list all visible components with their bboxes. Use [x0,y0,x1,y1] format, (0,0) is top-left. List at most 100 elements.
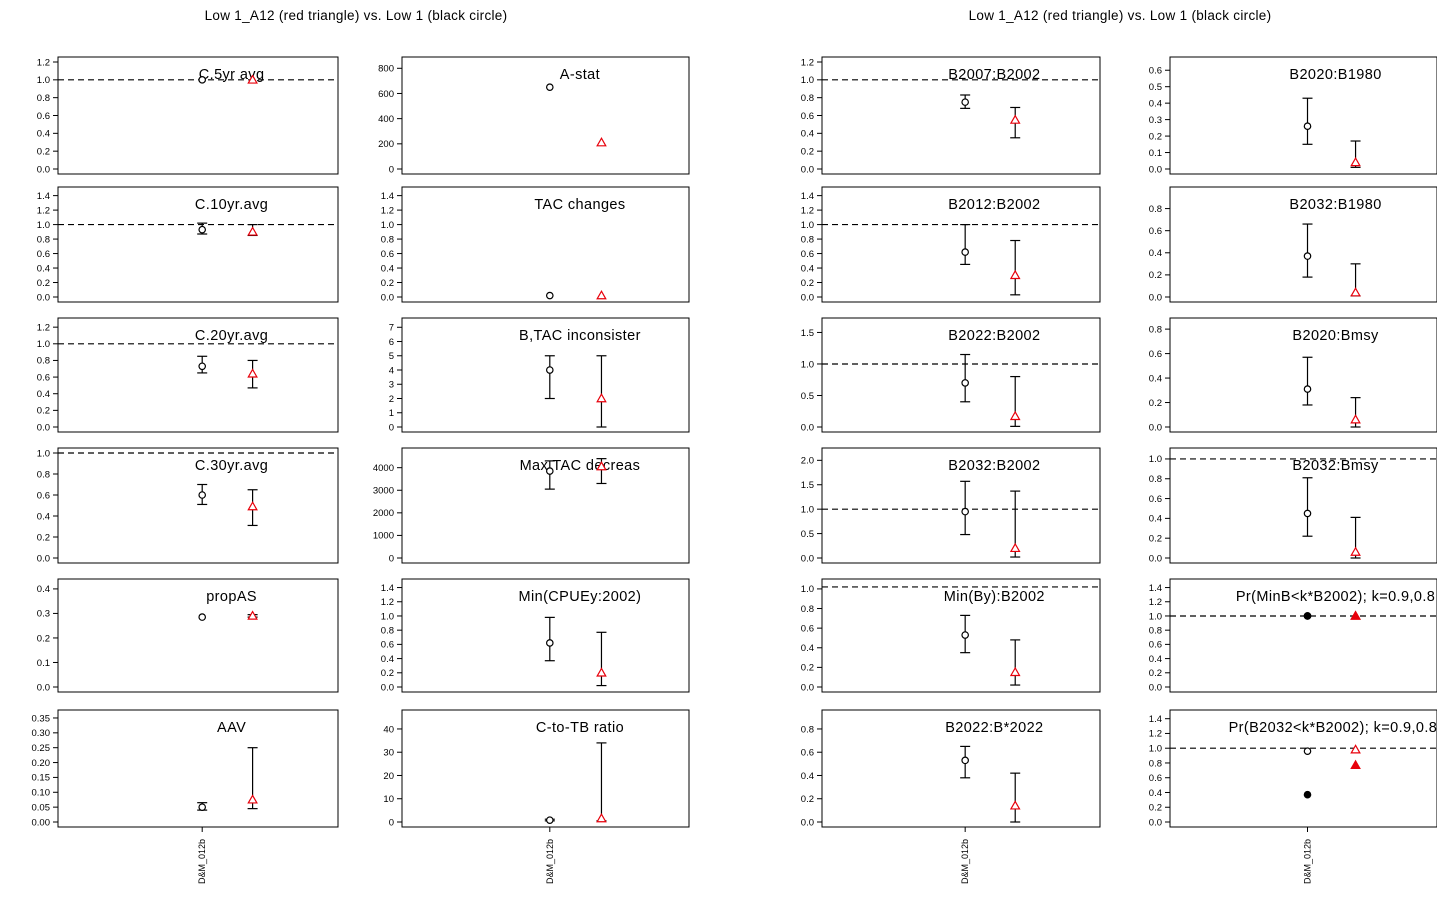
y-tick-label: 0.2 [381,668,394,679]
y-tick-label: 20 [383,771,394,782]
x-category-label: D&M_012b [197,839,207,884]
y-tick-label: 0.20 [32,758,51,769]
y-tick-label: 0.8 [1149,625,1162,636]
black-circle-point [198,491,207,499]
chart-panel: 0 200 400 600 800 A-stat [378,56,690,175]
y-tick-label: 4000 [373,463,394,474]
y-tick-label: 3000 [373,486,394,497]
panel-frame [57,578,339,693]
panel-title: B2022:B*2022 [945,720,1043,736]
y-tick-label: 0.6 [381,640,394,651]
black-circle-point [961,379,969,387]
panel-frame [1169,317,1437,433]
y-tick-label: 1.2 [801,205,814,216]
red-triangle-point [1009,666,1021,677]
y-tick-label: 0.6 [801,249,814,260]
y-tick-label: 0.0 [37,422,50,433]
y-tick-label: 0.2 [1149,131,1162,142]
chart-panel: 0.0 0.2 0.4 0.6 0.8 1.0 B2032:Bmsy [1149,447,1437,564]
y-tick-label: 0.2 [37,532,50,543]
y-tick-label: 0.4 [37,389,50,400]
y-tick-label: 1.5 [801,480,814,491]
red-triangle-point [596,461,607,471]
chart-panel: 0.0 0.2 0.4 0.6 0.8 1.0 1.2 C.5yr avg [37,56,339,175]
y-tick-label: 1.0 [381,220,394,231]
chart-panel: 0.0 0.1 0.2 0.3 0.4 propAS [37,578,339,693]
y-tick-label: 1.0 [1149,744,1162,755]
black-circle-point [546,366,554,374]
chart-panel: 0.0 0.2 0.4 0.6 0.8 B2032:B1980 [1149,186,1437,303]
y-tick-label: 0 [389,817,394,828]
chart-panel: 0.0 0.2 0.4 0.6 0.8 1.0 1.2 1.4 Min(CPUEy:2002) [381,578,690,693]
chart-panel: 0.0 0.2 0.4 0.6 0.8 1.0 1.2 1.4 Pr(MinB<k*B2002)… [1149,578,1437,693]
black-circle-point [546,639,554,647]
y-tick-label: 6 [389,337,394,348]
red-triangle-point [1009,114,1021,124]
black-circle-point [546,816,554,824]
red-triangle-point [596,137,607,147]
black-circle-point [1303,612,1312,620]
y-tick-label: 4 [389,365,394,376]
y-tick-label: 0.00 [32,817,51,828]
y-tick-label: 0.2 [37,406,50,417]
y-tick-label: 0.6 [801,623,814,634]
panel-title: Min(By):B2002 [944,589,1045,605]
y-tick-label: 0.8 [801,234,814,245]
y-tick-label: 0.2 [801,278,814,289]
y-tick-label: 1000 [373,531,394,542]
y-tick-label: 0.25 [32,743,51,754]
y-tick-label: 0.8 [37,93,50,104]
y-tick-label: 1.0 [1149,454,1162,465]
y-tick-label: 0.8 [37,356,50,367]
y-tick-label: 0.0 [37,682,50,693]
panel-frame [401,186,690,303]
y-tick-label: 1 [389,408,394,419]
y-tick-label: 0.6 [37,249,50,260]
black-circle-point [961,507,969,516]
black-circle-point [961,248,969,256]
y-tick-label: 0.6 [1149,66,1162,77]
red-triangle-point [1350,156,1361,167]
panel-title: B,TAC inconsister [519,328,641,344]
y-tick-label: 1.2 [1149,729,1162,740]
red-triangle-point [596,290,607,300]
y-tick-label: 0.0 [37,164,50,175]
black-circle-point [546,291,554,300]
red-triangle-point [1350,610,1361,620]
black-circle-point [546,467,554,475]
y-tick-label: 1.0 [801,584,814,595]
y-tick-label: 0.3 [1149,115,1162,126]
y-tick-label: 1.0 [37,339,50,350]
y-tick-label: 0.4 [1149,788,1162,799]
y-tick-label: 0.4 [801,263,814,274]
y-tick-label: 0.4 [801,643,814,654]
y-tick-label: 0.1 [1149,148,1162,159]
panel-frame [821,447,1101,564]
red-triangle-point [596,392,607,403]
y-tick-label: 0.8 [1149,758,1162,769]
chart-panel: 0.0 0.2 0.4 0.6 0.8 B2022:B*2022 D&M_012b [801,709,1101,884]
chart-panel: 0.0 0.2 0.4 0.6 0.8 1.0 Min(By):B2002 [801,578,1101,693]
y-tick-label: 0.5 [801,529,814,540]
y-tick-label: 2 [389,394,394,405]
y-tick-label: 0.6 [1149,349,1162,360]
y-tick-label: 0 [389,164,394,175]
y-tick-label: 0.4 [37,584,50,595]
panel-frame [1169,56,1437,175]
panel-title: B2032:Bmsy [1292,458,1379,474]
y-tick-label: 0.6 [1149,226,1162,237]
y-tick-label: 0.0 [801,817,814,828]
black-circle-point [546,83,554,91]
chart-panel: 0.0 0.2 0.4 0.6 0.8 1.0 1.2 1.4 B2012:B2002 [801,186,1101,303]
y-tick-label: 0.2 [1149,803,1162,814]
panel-title: Min(CPUEy:2002) [519,589,642,605]
y-tick-label: 0.4 [381,654,394,665]
y-tick-label: 0.0 [1149,682,1162,693]
y-tick-label: 0.0 [381,292,394,303]
y-tick-label: 200 [378,139,394,150]
red-triangle-point [596,667,607,677]
y-tick-label: 0.1 [37,658,50,669]
y-tick-label: 1.2 [1149,597,1162,608]
panel-frame [401,56,690,175]
panel-frame [57,447,339,564]
